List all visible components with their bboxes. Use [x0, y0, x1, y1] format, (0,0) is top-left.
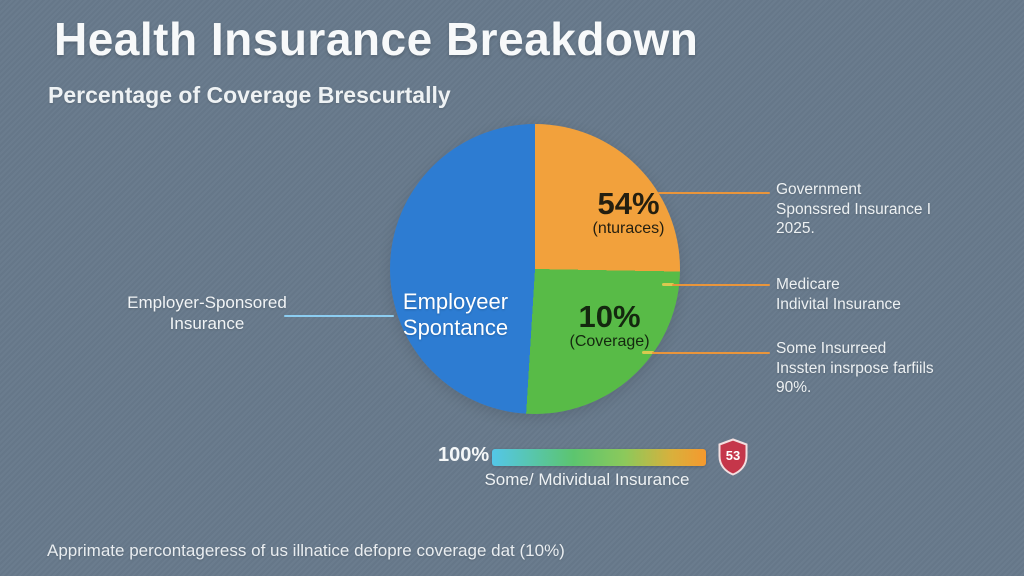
leader-line-some — [652, 352, 770, 354]
legend-bar-caption: Some/ Mdividual Insurance — [484, 470, 690, 489]
callout-some-line2: Inssten insrpose farfiils — [776, 359, 934, 377]
legend-bar-percent-label: 100% — [438, 444, 490, 466]
callout-right-some-insured: Some Insurreed Inssten insrpose farfiils… — [776, 339, 991, 398]
callout-government-line2: Sponssred Insurance I — [776, 200, 932, 218]
callout-government-line3: 2025. — [776, 220, 815, 237]
leader-line-medicare — [672, 284, 770, 286]
slice-label-government: 54% (nturaces) — [566, 186, 691, 238]
left-leader-line — [284, 315, 394, 317]
slice-subvalue-individual: (Coverage) — [569, 333, 650, 350]
shield-badge-icon: 53 — [718, 438, 748, 476]
callout-left-line1: Employer-Sponsored — [127, 293, 287, 312]
page-subtitle: Percentage of Coverage Brescurtally — [48, 82, 451, 108]
slice-value-government: 54% — [597, 186, 660, 221]
shield-shape — [718, 438, 748, 476]
pie-chart — [390, 124, 680, 414]
legend-gradient-bar — [492, 449, 706, 466]
callout-government-line1: Government — [776, 181, 862, 198]
leader-dot-some — [642, 351, 654, 354]
callout-medicare-line1: Medicare — [776, 276, 840, 293]
leader-dot-medicare — [662, 283, 674, 286]
callout-right-medicare: Medicare Indivital Insurance — [776, 275, 991, 314]
callout-right-government: Government Sponssred Insurance I 2025. — [776, 180, 991, 239]
callout-left-employer: Employer-Sponsored Insurance — [118, 292, 296, 334]
leader-line-government — [658, 192, 770, 194]
footer-caption: Apprimate percontageress of us illnatice… — [47, 541, 565, 560]
slice-label-employer: Employeer Spontance — [383, 289, 528, 341]
callout-left-line2: Insurance — [169, 314, 245, 333]
slice-subvalue-government: (nturaces) — [592, 220, 665, 237]
callout-medicare-line2: Indivital Insurance — [776, 295, 901, 313]
callout-some-line3: 90%. — [776, 379, 812, 396]
callout-some-line1: Some Insurreed — [776, 340, 887, 357]
page-title: Health Insurance Breakdown — [54, 13, 699, 65]
slice-label-employer-line1: Employeer — [402, 289, 509, 314]
slice-label-employer-line2: Spontance — [402, 315, 509, 340]
slice-label-individual: 10% (Coverage) — [547, 299, 672, 351]
slice-value-individual: 10% — [578, 299, 641, 334]
shield-badge-value: 53 — [726, 448, 740, 463]
